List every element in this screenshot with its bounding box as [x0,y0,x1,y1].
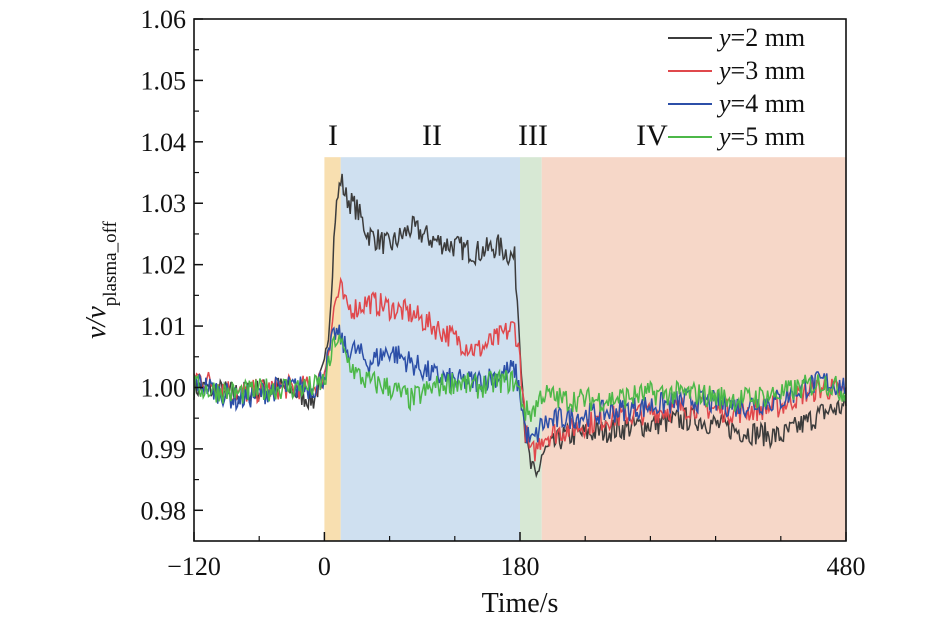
y-tick-label: 1.04 [141,128,187,157]
y-tick-label: 1.05 [141,66,187,95]
x-axis-label: Time/s [482,588,559,619]
region-label-2: II [422,119,442,152]
legend-entry: y=3 mm [716,56,805,85]
y-tick-label: 1.02 [141,251,187,280]
legend-value: =5 mm [731,122,806,151]
legend-entry: y=4 mm [716,89,805,118]
region-2-band [340,157,520,542]
legend: y=2 mmy=3 mmy=4 mmy=5 mm [668,23,805,151]
legend-value: =3 mm [731,56,806,85]
y-tick-label: 0.99 [141,435,187,464]
x-axis: −120 0 180 480 [167,532,866,581]
region-label-3: III [518,119,548,152]
legend-variable: y [716,56,731,85]
data-series [193,173,847,479]
x-tick-label: 480 [827,552,866,581]
y-axis-label-subscript: plasma_off [100,220,121,306]
y-tick-label: 1.06 [141,5,187,34]
y-axis-label-main: v/v [81,306,112,339]
legend-entry: y=2 mm [716,23,805,52]
legend-variable: y [716,122,731,151]
legend-entry: y=5 mm [716,122,805,151]
legend-variable: y [716,89,731,118]
legend-value: =2 mm [731,23,806,52]
y-axis-label: v/vplasma_off [81,220,121,338]
y-tick-label: 1.01 [141,312,187,341]
legend-variable: y [716,23,731,52]
y-tick-label: 1.03 [141,189,187,218]
legend-value: =4 mm [731,89,806,118]
stage-labels: I II III IV [328,119,668,152]
region-label-1: I [328,119,338,152]
x-tick-label: 180 [501,552,540,581]
stage-regions [324,157,846,542]
series-line-5mm [193,334,847,422]
y-tick-label: 1.00 [141,373,187,402]
region-3-band [520,157,542,542]
x-tick-label: 0 [318,552,331,581]
y-tick-label: 0.98 [141,496,187,525]
region-4-band [541,157,846,542]
region-label-4: IV [636,119,668,152]
x-tick-label: −120 [167,552,221,581]
y-axis: 0.98 0.99 1.00 1.01 1.02 1.03 1.04 1.05 1.06 [141,5,203,525]
